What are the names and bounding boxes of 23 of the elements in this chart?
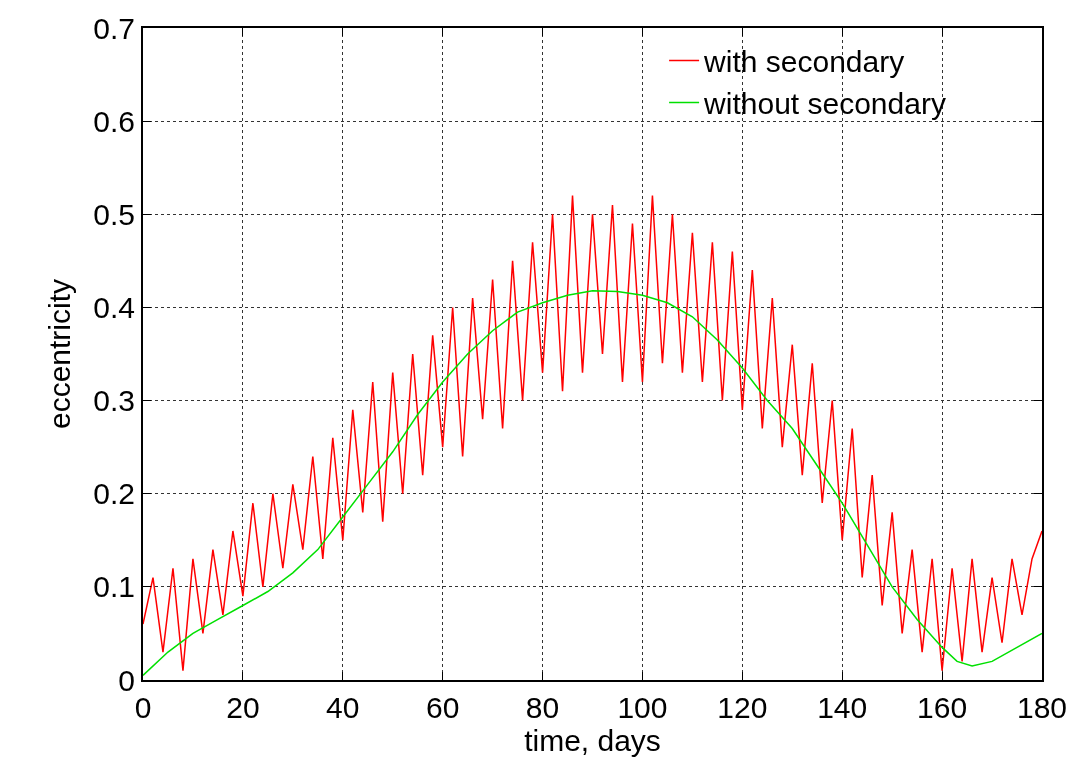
x-tick-label: 100 bbox=[617, 691, 668, 724]
line-series bbox=[143, 194, 1042, 672]
x-tick-label: 140 bbox=[817, 691, 868, 724]
legend-label: without secondary bbox=[703, 87, 946, 121]
legend-label: with secondary bbox=[703, 45, 905, 79]
y-tick-label: 0.6 bbox=[93, 104, 135, 138]
y-tick-label: 0 bbox=[118, 663, 135, 697]
y-tick-label: 0.2 bbox=[93, 477, 135, 511]
x-tick-label: 40 bbox=[326, 691, 360, 724]
y-tick-label: 0.5 bbox=[93, 197, 135, 231]
x-tick-label: 180 bbox=[1016, 691, 1068, 724]
y-tick-label: 0.1 bbox=[93, 570, 135, 604]
line-series bbox=[143, 289, 1042, 677]
x-tick-label: 60 bbox=[425, 691, 460, 724]
y-tick-label: 0.7 bbox=[93, 11, 135, 45]
x-axis-title: time, days bbox=[524, 724, 661, 757]
x-tick-label: 20 bbox=[226, 691, 260, 724]
x-tick-label: 160 bbox=[917, 691, 968, 724]
y-tick-label: 0.3 bbox=[93, 384, 135, 418]
y-axis-title: eccentricity bbox=[42, 278, 76, 430]
x-tick-label: 80 bbox=[525, 691, 560, 724]
y-tick-label: 0.4 bbox=[93, 290, 135, 324]
x-tick-label: 120 bbox=[717, 691, 768, 724]
